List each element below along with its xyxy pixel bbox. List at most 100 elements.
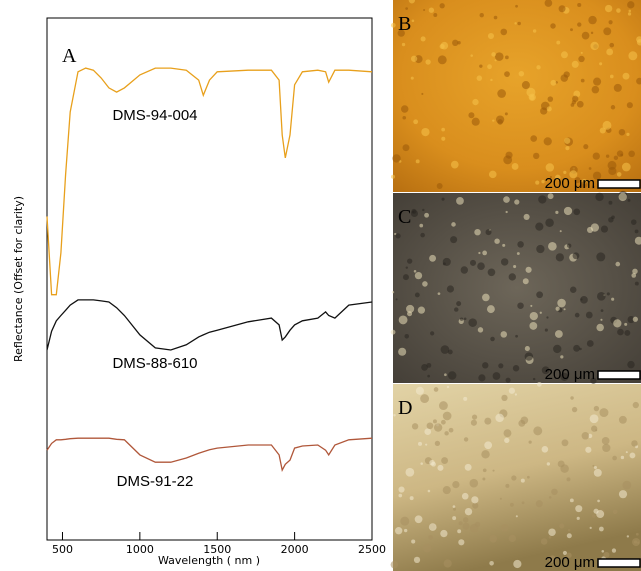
texture-speck — [492, 119, 494, 121]
texture-speck — [410, 496, 414, 500]
texture-speck — [588, 16, 596, 24]
texture-speck — [398, 486, 404, 492]
texture-speck — [505, 211, 507, 213]
panel-label: A — [62, 45, 77, 67]
texture-speck — [521, 416, 529, 424]
texture-speck — [448, 371, 456, 379]
texture-speck — [403, 274, 409, 280]
texture-speck — [568, 529, 570, 531]
texture-speck — [416, 387, 424, 395]
texture-speck — [600, 319, 602, 321]
texture-speck — [503, 155, 512, 164]
texture-speck — [426, 363, 431, 368]
texture-speck — [577, 3, 581, 7]
panel-label: B — [398, 13, 411, 35]
texture-speck — [453, 508, 456, 511]
texture-speck — [398, 348, 406, 356]
texture-speck — [624, 323, 627, 326]
texture-speck — [449, 428, 454, 433]
texture-speck — [399, 315, 408, 324]
texture-speck — [424, 428, 431, 435]
texture-speck — [484, 418, 491, 425]
texture-speck — [482, 294, 490, 302]
texture-speck — [513, 560, 521, 568]
texture-speck — [500, 498, 502, 500]
texture-speck — [548, 242, 557, 251]
texture-speck — [583, 144, 588, 149]
texture-speck — [398, 494, 402, 498]
texture-speck — [605, 5, 612, 12]
texture-speck — [628, 199, 631, 202]
texture-speck — [411, 56, 417, 62]
texture-speck — [556, 253, 564, 261]
texture-speck — [593, 78, 601, 86]
texture-speck — [444, 559, 452, 567]
texture-speck — [406, 468, 415, 477]
texture-speck — [515, 393, 517, 395]
texture-speck — [533, 29, 536, 32]
texture-speck — [533, 426, 542, 435]
texture-speck — [599, 527, 604, 532]
texture-speck — [577, 517, 580, 520]
texture-speck — [530, 305, 532, 307]
texture-speck — [456, 301, 461, 306]
texture-speck — [413, 119, 418, 124]
texture-speck — [579, 348, 581, 350]
texture-speck — [603, 27, 611, 35]
texture-speck — [429, 523, 437, 531]
texture-speck — [575, 313, 580, 318]
texture-speck — [443, 486, 451, 494]
texture-speck — [587, 340, 594, 347]
texture-speck — [635, 230, 639, 234]
texture-speck — [560, 355, 563, 358]
texture-speck — [487, 305, 495, 313]
texture-speck — [524, 214, 530, 220]
texture-speck — [495, 59, 497, 61]
texture-speck — [444, 431, 448, 435]
texture-speck — [535, 181, 539, 185]
texture-speck — [546, 163, 554, 171]
texture-speck — [561, 51, 568, 58]
texture-speck — [391, 561, 399, 569]
texture-speck — [575, 505, 582, 512]
texture-speck — [594, 469, 602, 477]
texture-speck — [536, 500, 543, 507]
texture-speck — [526, 88, 535, 97]
texture-speck — [626, 133, 629, 136]
texture-speck — [535, 223, 543, 231]
texture-speck — [634, 540, 637, 543]
scale-bar — [598, 559, 640, 567]
texture-speck — [505, 55, 509, 59]
texture-speck — [428, 490, 431, 493]
texture-speck — [491, 52, 496, 57]
texture-speck — [395, 527, 402, 534]
texture-speck — [480, 13, 484, 17]
texture-speck — [548, 96, 554, 102]
texture-speck — [493, 470, 495, 472]
scale-bar — [598, 371, 640, 379]
texture-speck — [511, 475, 516, 480]
texture-speck — [400, 517, 409, 526]
texture-speck — [490, 337, 495, 342]
texture-speck — [505, 484, 509, 488]
texture-speck — [481, 450, 489, 458]
texture-speck — [424, 213, 429, 218]
texture-speck — [425, 59, 430, 64]
texture-speck — [558, 460, 565, 467]
texture-speck — [542, 446, 549, 453]
texture-speck — [470, 524, 479, 533]
texture-speck — [607, 292, 610, 295]
texture-speck — [441, 420, 446, 425]
texture-speck — [557, 299, 566, 308]
texture-speck — [619, 129, 626, 136]
texture-speck — [630, 453, 636, 459]
texture-speck — [434, 387, 439, 392]
texture-speck — [596, 324, 604, 332]
texture-speck — [619, 193, 627, 201]
texture-speck — [439, 401, 448, 410]
texture-speck — [617, 172, 622, 177]
texture-speck — [559, 5, 566, 12]
series-label: DMS-88-610 — [112, 355, 197, 372]
texture-speck — [470, 260, 476, 266]
